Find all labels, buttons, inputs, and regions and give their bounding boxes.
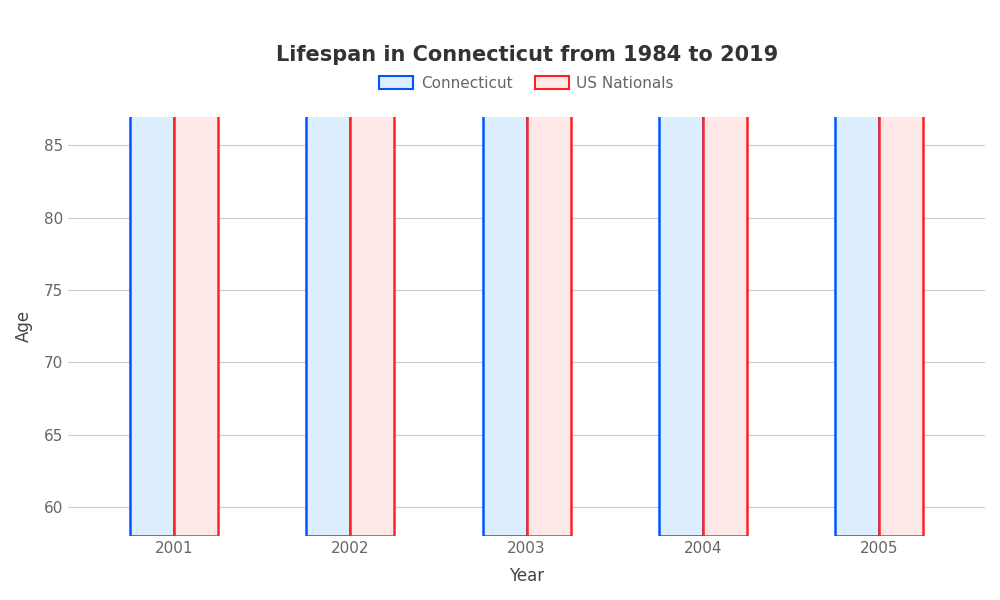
Bar [879,0,923,536]
Y-axis label: Age: Age [15,310,33,343]
Bar [527,0,571,536]
Bar [130,0,174,536]
Bar [835,0,879,536]
Bar [483,0,527,536]
Bar [703,0,747,536]
Bar [659,0,703,536]
X-axis label: Year: Year [509,567,544,585]
Bar [350,0,394,536]
Legend: Connecticut, US Nationals: Connecticut, US Nationals [373,70,680,97]
Title: Lifespan in Connecticut from 1984 to 2019: Lifespan in Connecticut from 1984 to 201… [276,45,778,65]
Bar [174,0,218,536]
Bar [306,0,350,536]
